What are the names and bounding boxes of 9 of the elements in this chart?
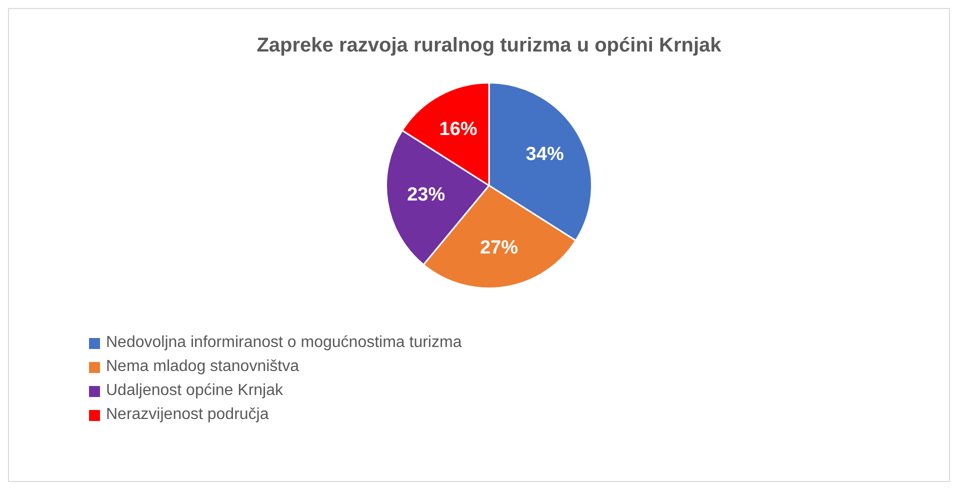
legend-label: Nerazvijenost područja bbox=[106, 406, 269, 424]
data-label: 34% bbox=[526, 144, 564, 166]
legend-label: Nedovoljna informiranost o mogućnostima turizma bbox=[106, 334, 462, 352]
legend-label: Nema mladog stanovništva bbox=[106, 358, 299, 376]
legend-label: Udaljenost općine Krnjak bbox=[106, 382, 283, 400]
data-label: 16% bbox=[439, 118, 478, 140]
data-label: 27% bbox=[480, 238, 518, 259]
data-label: 23% bbox=[407, 184, 446, 206]
chart-title: Zapreke razvoja ruralnog turizma u općini Krnjak bbox=[256, 34, 722, 57]
